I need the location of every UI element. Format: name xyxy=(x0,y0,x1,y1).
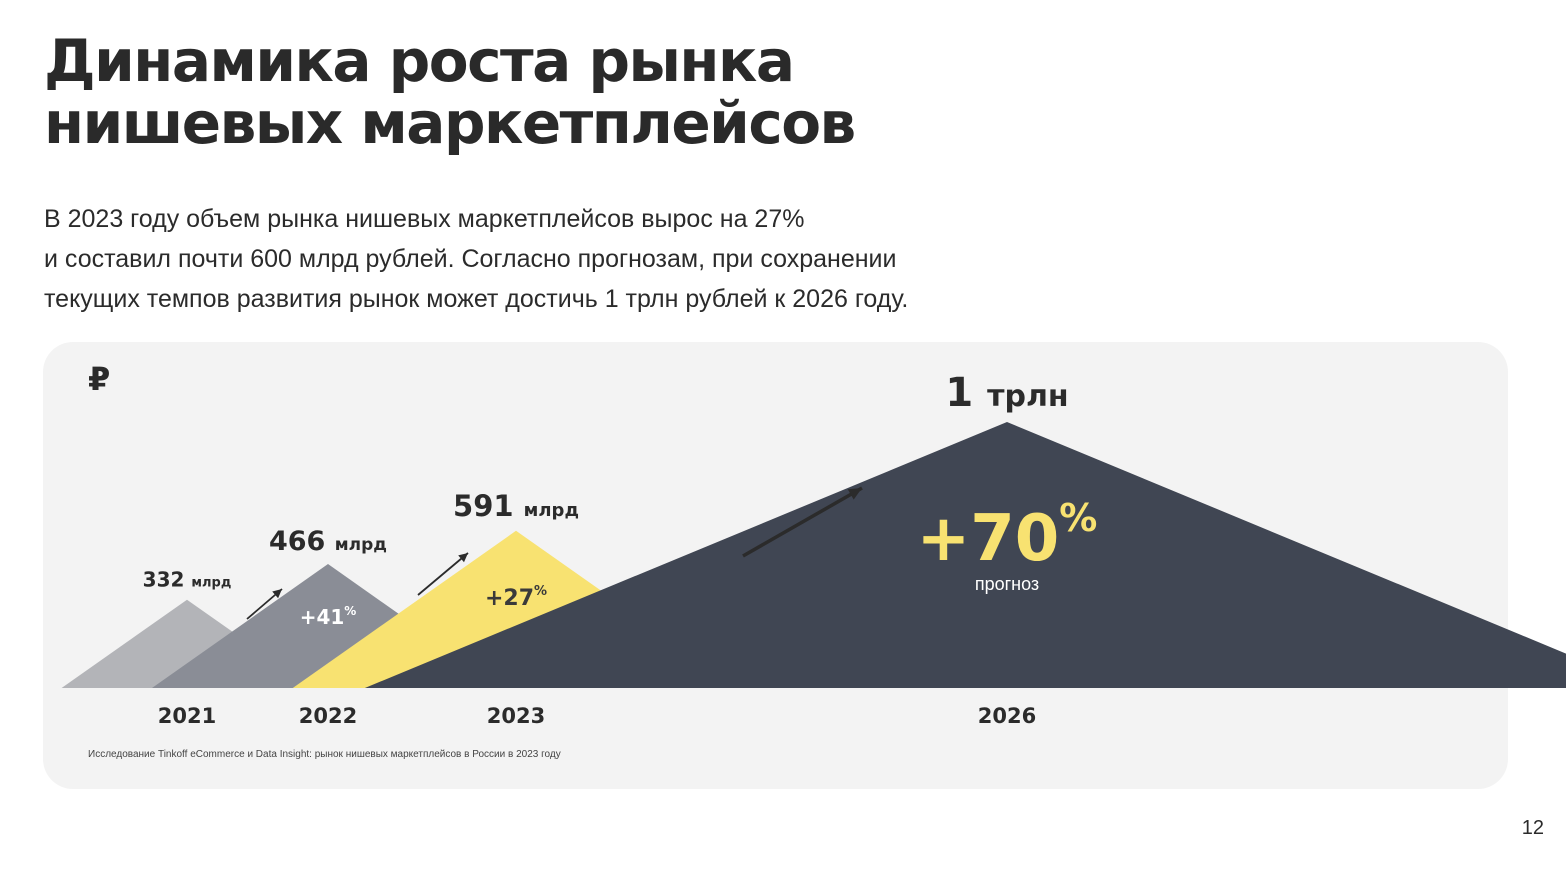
growth-note-2026: прогноз xyxy=(975,574,1039,594)
value-unit: трлн xyxy=(987,379,1069,414)
growth-suffix: % xyxy=(344,604,356,618)
value-unit: млрд xyxy=(524,500,579,521)
page-title: Динамика роста рынка нишевых маркетплейс… xyxy=(44,27,856,157)
value-label-2021: 332 млрд xyxy=(143,568,232,592)
category-label-2026: 2026 xyxy=(978,704,1036,728)
value-number: 332 xyxy=(143,568,192,592)
category-label-2021: 2021 xyxy=(158,704,216,728)
value-label-2026: 1 трлн xyxy=(945,370,1068,416)
growth-value: +27 xyxy=(485,586,534,611)
area-peak-2026 xyxy=(364,422,1566,688)
lead-line-3: текущих темпов развития рынок может дост… xyxy=(44,285,909,313)
growth-arrow-2 xyxy=(417,552,469,596)
value-number: 591 xyxy=(453,489,524,523)
growth-arrow-3 xyxy=(742,486,863,558)
source-note: Исследование Tinkoff eCommerce и Data In… xyxy=(88,749,561,760)
ruble-icon: ₽ xyxy=(88,360,111,398)
growth-suffix: % xyxy=(1059,496,1097,540)
value-number: 466 xyxy=(269,526,335,557)
growth-label-2022: +41% xyxy=(300,604,357,629)
growth-label-2026: +70% xyxy=(917,496,1098,576)
lead-paragraph: В 2023 году объем рынка нишевых маркетпл… xyxy=(44,199,1044,319)
growth-label-2023: +27% xyxy=(485,584,547,611)
category-label-2023: 2023 xyxy=(487,704,545,728)
lead-line-2: и составил почти 600 млрд рублей. Соглас… xyxy=(44,245,897,273)
title-line-1: Динамика роста рынка xyxy=(44,27,795,95)
growth-value: +70 xyxy=(917,502,1060,576)
value-number: 1 xyxy=(945,370,987,416)
growth-value: +41 xyxy=(300,605,345,629)
value-label-2022: 466 млрд xyxy=(269,526,387,557)
title-line-2: нишевых маркетплейсов xyxy=(44,89,856,157)
growth-arrowhead-1 xyxy=(272,589,282,599)
growth-arrowhead-3 xyxy=(847,488,862,500)
value-unit: млрд xyxy=(335,535,387,555)
category-label-2022: 2022 xyxy=(299,704,357,728)
value-label-2023: 591 млрд xyxy=(453,489,579,523)
lead-line-1: В 2023 году объем рынка нишевых маркетпл… xyxy=(44,205,805,233)
value-unit: млрд xyxy=(191,576,231,591)
growth-suffix: % xyxy=(534,584,547,599)
page-number: 12 xyxy=(1521,817,1544,839)
growth-arrowhead-2 xyxy=(458,553,468,563)
